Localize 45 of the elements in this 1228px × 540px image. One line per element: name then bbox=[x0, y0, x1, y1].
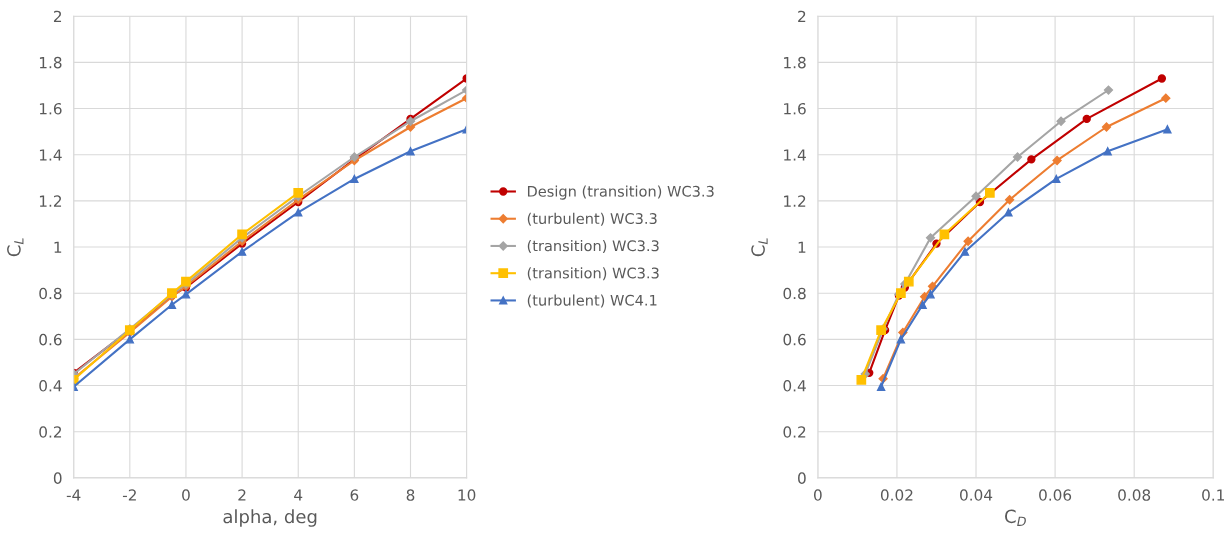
x-tick-label: 0 bbox=[814, 489, 822, 501]
y-axis-title: C$_{L}$ bbox=[751, 238, 768, 257]
x-axis-title: C$_{D}$ bbox=[1005, 509, 1026, 526]
x-tick-label: -2 bbox=[122, 489, 136, 501]
y-tick-label: 1.4 bbox=[784, 149, 806, 161]
x-tick-label: 0.1 bbox=[1202, 489, 1224, 501]
x-tick-label: 4 bbox=[294, 489, 303, 501]
x-tick-label: 0.06 bbox=[1039, 489, 1072, 501]
x-tick-label: -4 bbox=[66, 489, 81, 501]
y-tick-label: 0.8 bbox=[39, 287, 62, 300]
y-tick-label: 1.8 bbox=[784, 56, 806, 69]
y-tick-label: 1.6 bbox=[784, 103, 806, 115]
y-tick-label: 0.8 bbox=[783, 287, 806, 300]
y-tick-label: 0.6 bbox=[783, 333, 806, 346]
y-tick-label: 0 bbox=[798, 472, 806, 484]
y-tick-label: 0.6 bbox=[39, 333, 62, 346]
y-tick-label: 2 bbox=[798, 10, 806, 22]
y-tick-label: 0.4 bbox=[783, 380, 806, 392]
y-tick-label: 1.4 bbox=[39, 149, 62, 161]
y-tick-label: 1.6 bbox=[39, 103, 62, 115]
y-axis-title: C$_{L}$ bbox=[7, 238, 24, 257]
y-tick-label: 0 bbox=[53, 472, 62, 484]
x-tick-label: 0.08 bbox=[1118, 489, 1151, 501]
x-tick-label: 0.02 bbox=[880, 489, 913, 501]
y-tick-label: 1.8 bbox=[39, 56, 62, 69]
y-tick-label: 0.4 bbox=[39, 380, 62, 392]
y-tick-label: 1 bbox=[798, 241, 806, 253]
y-tick-label: 1.2 bbox=[39, 195, 62, 207]
y-tick-label: 2 bbox=[53, 10, 62, 22]
y-tick-label: 1.2 bbox=[784, 195, 806, 207]
y-tick-label: 1 bbox=[54, 241, 62, 253]
legend-label: (turbulent) WC4.1 bbox=[527, 294, 657, 308]
x-axis-title: alpha, deg bbox=[223, 509, 317, 527]
x-tick-label: 0 bbox=[182, 489, 190, 501]
legend-label: Design (transition) WC3.3 bbox=[527, 185, 714, 200]
legend-label: (transition) WC3.3 bbox=[527, 239, 659, 253]
legend-label: (transition) WC3.3 bbox=[527, 267, 659, 281]
x-tick-label: 0.04 bbox=[960, 489, 993, 501]
x-tick-label: 8 bbox=[406, 489, 415, 501]
x-tick-label: 2 bbox=[238, 489, 246, 501]
y-tick-label: 0.2 bbox=[783, 426, 806, 438]
x-tick-label: 10 bbox=[458, 489, 476, 501]
x-tick-label: 6 bbox=[350, 489, 359, 501]
y-tick-label: 0.2 bbox=[39, 426, 62, 438]
legend-label: (turbulent) WC3.3 bbox=[527, 212, 657, 226]
